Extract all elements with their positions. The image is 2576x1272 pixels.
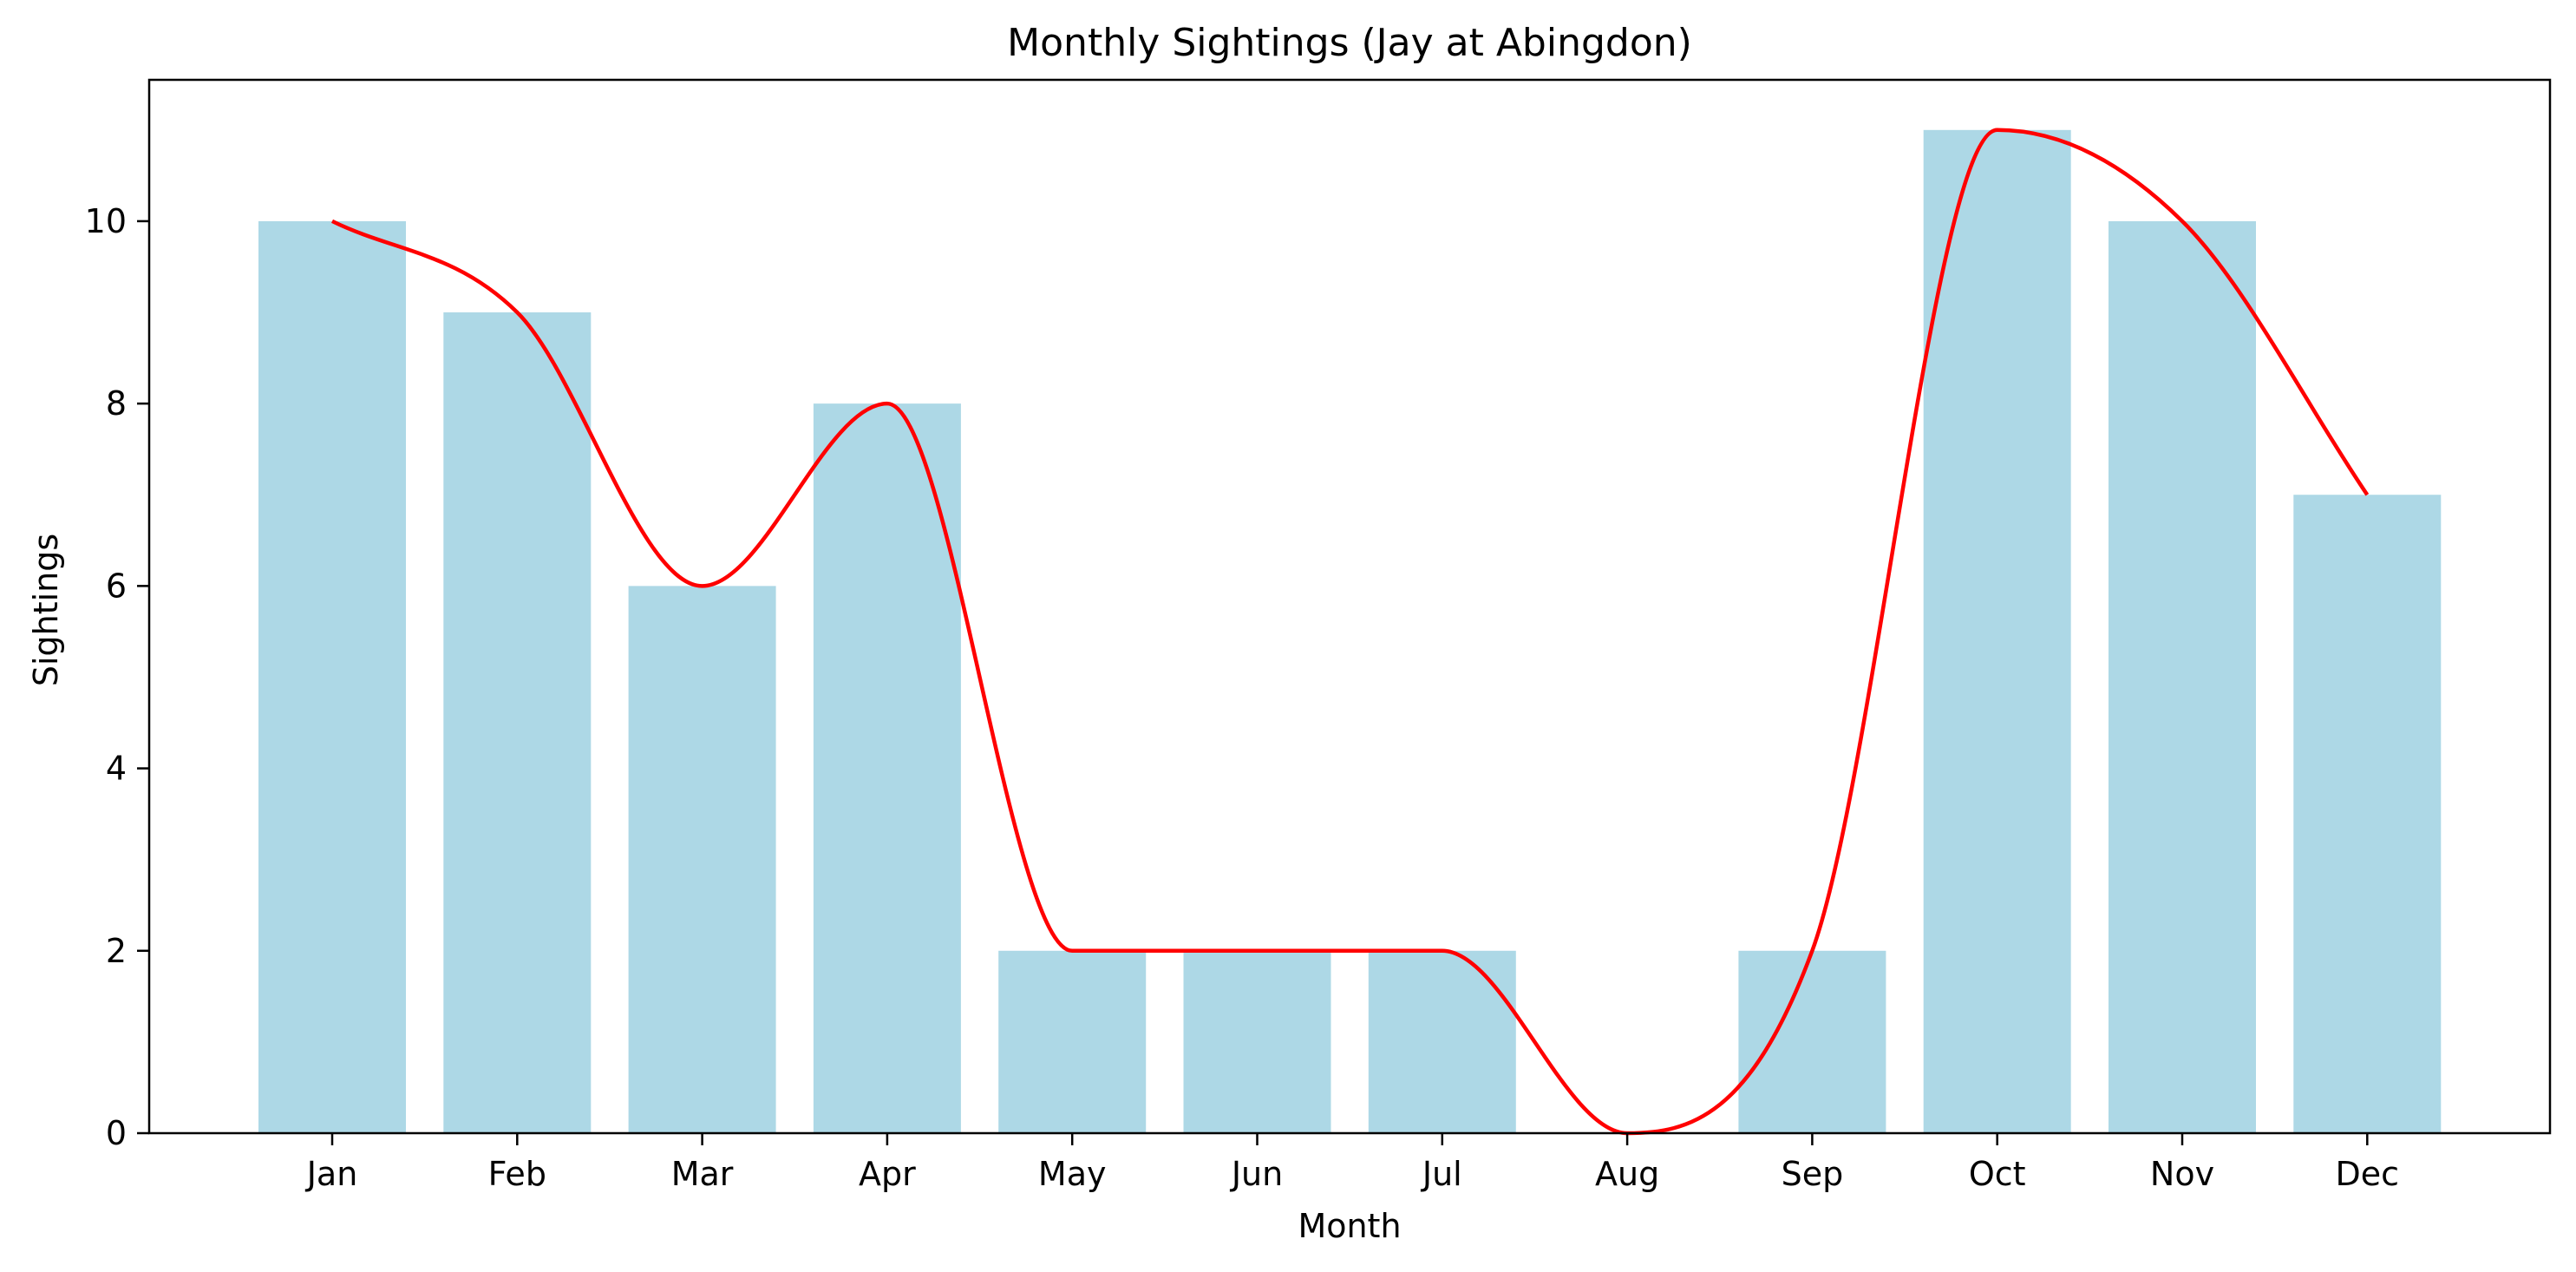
- chart-title: Monthly Sightings (Jay at Abingdon): [1007, 21, 1692, 65]
- plot-frame: [147, 78, 2552, 1135]
- x-tick-label: Apr: [859, 1155, 916, 1193]
- bar-oct: [1923, 129, 2071, 1133]
- y-tick-label: 2: [106, 932, 127, 970]
- x-tick-label: Jan: [305, 1155, 358, 1193]
- bar-sep: [1738, 950, 1886, 1133]
- x-axis: Jan Feb Mar Apr May Jun Jul Aug Sep Oct Nov Dec: [305, 1133, 2399, 1193]
- x-axis-label: Month: [1298, 1207, 1401, 1245]
- bar-mar: [628, 586, 776, 1133]
- y-axis: 0 2 4 6 8 10: [85, 202, 149, 1152]
- x-tick-label: Oct: [1969, 1155, 2026, 1193]
- bar-dec: [2293, 495, 2442, 1133]
- x-tick-label: Feb: [488, 1155, 546, 1193]
- y-tick-label: 4: [106, 750, 127, 788]
- bar-jun: [1183, 950, 1331, 1133]
- x-tick-label: Mar: [671, 1155, 734, 1193]
- y-tick-label: 6: [106, 567, 127, 605]
- bar-jan: [258, 220, 406, 1134]
- x-tick-label: Sep: [1782, 1155, 1844, 1193]
- bar-feb: [443, 312, 592, 1133]
- trend-line: [331, 128, 2370, 1136]
- bar-jul: [1368, 950, 1516, 1133]
- x-tick-label: Nov: [2150, 1155, 2214, 1193]
- x-tick-label: Dec: [2336, 1155, 2400, 1193]
- bars: [258, 129, 2442, 1134]
- x-tick-label: Aug: [1595, 1155, 1659, 1193]
- bar-apr: [813, 403, 961, 1134]
- y-axis-label: Sightings: [27, 534, 65, 686]
- x-tick-label: Jul: [1421, 1155, 1462, 1193]
- y-tick-label: 10: [85, 202, 127, 240]
- y-tick-label: 8: [106, 384, 127, 423]
- x-tick-label: May: [1038, 1155, 1107, 1193]
- bar-nov: [2109, 220, 2256, 1134]
- x-tick-label: Jun: [1230, 1155, 1283, 1193]
- y-tick-label: 0: [106, 1114, 127, 1152]
- bar-may: [998, 950, 1147, 1133]
